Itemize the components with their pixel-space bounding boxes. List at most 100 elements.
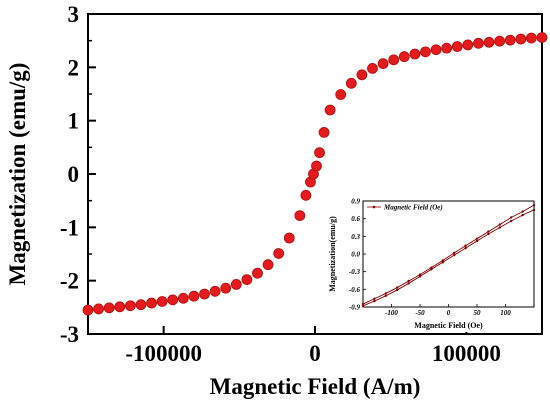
main-data-point: [430, 44, 442, 56]
main-y-axis-title: Magnetization (emu/g): [5, 63, 30, 286]
main-x-axis-title: Magnetic Field (A/m): [210, 374, 421, 399]
inset-x-axis-title: Magnetic Field (Oe): [414, 321, 483, 330]
main-data-point: [356, 69, 368, 81]
inset-data-point: [441, 259, 444, 262]
main-data-point: [103, 302, 115, 314]
inset-legend-marker: [372, 205, 376, 209]
inset-legend-label: Magnetic Field (Oe): [383, 204, 443, 212]
main-data-point: [536, 32, 548, 43]
inset-data-point: [475, 237, 479, 240]
inset-y-tick-label: 0.9: [351, 198, 360, 206]
inset-background: [322, 190, 540, 332]
main-y-tick-label: -3: [60, 322, 79, 347]
inset-data-point: [418, 275, 422, 278]
main-data-point: [146, 297, 157, 309]
main-data-point: [377, 58, 389, 69]
inset-data-point: [510, 216, 513, 219]
main-data-point: [420, 46, 431, 58]
inset-x-tick-label: -50: [415, 309, 425, 317]
main-data-point: [93, 303, 104, 315]
inset-data-point: [361, 304, 365, 308]
main-data-point: [515, 33, 527, 45]
main-x-tick-label: -100000: [125, 341, 202, 366]
main-data-point: [451, 41, 463, 52]
main-y-tick-label: 0: [68, 162, 80, 187]
inset-data-point: [521, 210, 524, 213]
main-data-point: [367, 63, 378, 74]
main-data-point: [318, 126, 330, 138]
main-data-point: [252, 267, 263, 279]
main-data-point: [188, 290, 200, 302]
main-data-point: [262, 259, 274, 271]
inset-data-point: [384, 292, 387, 295]
main-data-point: [300, 189, 312, 201]
inset-data-point: [475, 239, 479, 243]
inset-data-point: [373, 299, 376, 303]
inset-y-tick-label: 0.0: [351, 251, 360, 259]
main-data-point: [220, 282, 232, 294]
main-axis-ticks: -100000 0 100000 3 2 1 0 -1 -2 -3: [60, 2, 501, 366]
inset-data-point: [532, 203, 536, 207]
inset-data-point: [498, 223, 501, 226]
inset-data-point: [361, 302, 365, 306]
inset-y-tick-label: 0.6: [351, 215, 360, 223]
main-y-tick-label: 1: [68, 109, 80, 134]
main-data-point: [209, 285, 221, 297]
main-data-point: [504, 34, 516, 46]
main-data-point: [409, 48, 421, 60]
main-data-point: [124, 300, 136, 312]
inset-data-point: [384, 294, 387, 298]
inset-legend: Magnetic Field (Oe): [367, 204, 443, 212]
main-data-point: [273, 248, 285, 259]
main-data-point: [199, 288, 210, 300]
main-data-point: [473, 37, 484, 49]
inset-data-point: [487, 232, 490, 236]
inset-y-tick-label: 0.3: [351, 233, 360, 241]
inset-x-tick-label: 100: [500, 309, 511, 317]
inset-plot: -100 -50 0 50 100 0.9 0.6 0.3 0.0 -0.3 -0.6 -0.9 Ma…: [322, 190, 540, 332]
inset-data-point: [521, 213, 524, 217]
inset-data-point: [487, 230, 490, 233]
inset-data-point: [407, 279, 410, 283]
main-data-point: [177, 292, 189, 304]
main-plot: -100000 0 100000 3 2 1 0 -1 -2 -3 Magnetic Field …: [5, 2, 548, 399]
inset-y-axis-title: Magnetization(emu/g): [328, 216, 337, 292]
main-data-point: [494, 35, 506, 47]
inset-data-point: [464, 246, 467, 250]
main-data-point: [156, 296, 168, 307]
inset-data-point: [373, 297, 376, 300]
inset-data-point: [510, 219, 513, 223]
inset-y-tick-label: -0.3: [349, 268, 361, 276]
main-data-point: [283, 232, 295, 244]
main-data-point: [345, 77, 357, 89]
main-data-point: [314, 147, 325, 159]
inset-data-point: [532, 208, 536, 212]
main-data-point: [441, 42, 453, 54]
inset-loop-lines: [361, 203, 536, 308]
inset-data-point: [396, 288, 399, 292]
inset-series-line: [362, 204, 535, 305]
main-data-point: [462, 39, 474, 51]
inset-x-tick-label: 50: [474, 309, 482, 317]
main-data-point: [82, 304, 94, 316]
main-data-point: [114, 301, 126, 313]
main-y-tick-label: 2: [68, 55, 80, 80]
inset-data-point: [396, 286, 399, 289]
inset-axis-ticks: -100 -50 0 50 100 0.9 0.6 0.3 0.0 -0.3 -0.6 -0.9: [349, 198, 511, 318]
main-data-point: [388, 54, 400, 66]
main-y-tick-label: 3: [68, 2, 80, 27]
main-data-point: [135, 299, 147, 311]
main-data-point: [167, 294, 179, 306]
main-x-tick-label: 0: [309, 341, 321, 366]
inset-data-point: [453, 251, 456, 255]
inset-series-line: [362, 209, 535, 307]
main-data-point: [294, 210, 306, 222]
inset-data-point: [464, 244, 467, 247]
inset-data-point: [418, 273, 422, 276]
inset-data-point: [407, 282, 410, 285]
main-y-tick-label: -1: [60, 215, 79, 240]
inset-y-tick-label: -0.6: [349, 286, 361, 294]
main-data-point: [324, 104, 336, 116]
main-data-points: [82, 32, 548, 316]
main-data-point: [241, 274, 253, 286]
